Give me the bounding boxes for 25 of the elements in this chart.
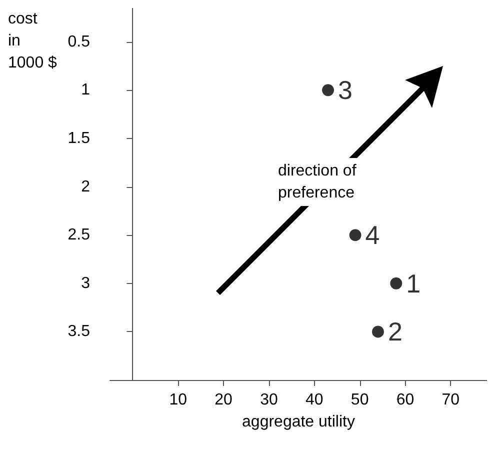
y-tick-label: 1.5	[68, 130, 90, 147]
x-tick-label: 70	[442, 392, 460, 408]
x-tick-label: 50	[350, 392, 369, 408]
point	[372, 326, 384, 338]
y-tick-label: 3	[81, 274, 90, 292]
annotation: direction of preference	[278, 162, 357, 202]
y-tick-label: 2.5	[68, 226, 90, 244]
x-tick-label: 30	[260, 392, 278, 408]
y-tick-label: 2	[81, 178, 90, 196]
series-label: 4	[365, 220, 380, 250]
y-tick-label: 1	[81, 82, 90, 99]
series-label: 1	[406, 268, 421, 298]
x-tick-label: 40	[306, 392, 324, 408]
x-tick-label: 20	[214, 392, 233, 408]
series-label: 2	[388, 316, 402, 347]
x-axis-title: aggregate utility	[242, 414, 355, 430]
point	[349, 229, 362, 242]
y-tick-label: 3.5	[68, 323, 90, 340]
x-tick-label: 10	[169, 392, 188, 408]
x-tick-label: 60	[396, 392, 414, 408]
series-label: 3	[338, 75, 352, 106]
y-tick-label: 0.5	[68, 33, 90, 50]
y-axis-title: cost in 1000 $	[8, 10, 58, 72]
point	[390, 277, 402, 290]
point	[322, 84, 334, 96]
